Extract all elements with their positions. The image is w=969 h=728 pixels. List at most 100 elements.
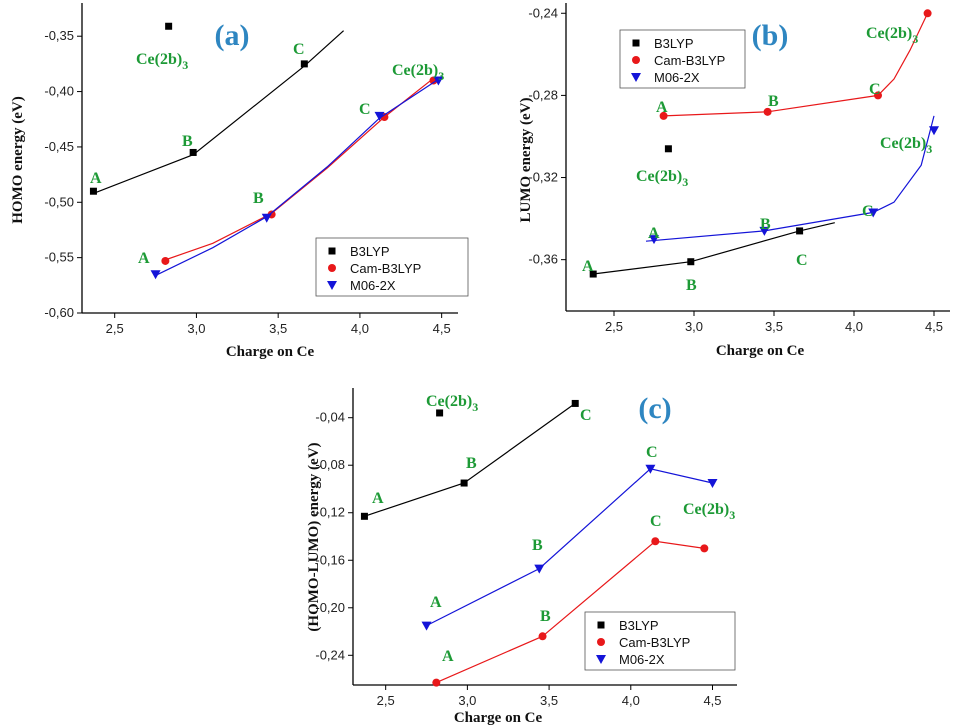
legend-entry: B3LYP bbox=[619, 618, 659, 633]
legend-square-marker bbox=[328, 247, 336, 255]
series-line-m06-2x bbox=[645, 115, 935, 242]
point-label: B bbox=[532, 537, 543, 554]
legend-square-marker bbox=[597, 621, 605, 629]
point-label: B bbox=[540, 608, 551, 625]
point-label: C bbox=[862, 203, 874, 220]
chart-panel-2: 2,5 3,0 3,5 4,0 4,5 -0,36 -0,32 -0,28 -0,24 Charg… bbox=[518, 3, 950, 359]
triangle-marker-m06-2x bbox=[261, 213, 272, 223]
x-tick-label: 4,5 bbox=[433, 321, 451, 336]
point-label: Ce(2b)3 bbox=[136, 51, 188, 72]
point-label: A bbox=[582, 258, 594, 275]
triangle-marker-m06-2x bbox=[150, 270, 161, 280]
legend-box bbox=[584, 611, 736, 671]
triangle-marker-m06-2x bbox=[433, 76, 444, 86]
x-tick-label: 4,0 bbox=[351, 321, 369, 336]
square-marker-b3lyp bbox=[189, 148, 197, 156]
y-tick-label: -0,35 bbox=[44, 28, 74, 43]
legend-entry: Cam-B3LYP bbox=[350, 261, 421, 276]
series-line-m06-2x bbox=[426, 468, 713, 627]
point-label: C bbox=[650, 513, 662, 530]
legend-square-marker bbox=[632, 39, 640, 47]
legend-entry: M06-2X bbox=[654, 70, 700, 85]
series-line-b3lyp bbox=[593, 222, 835, 275]
point-label: Ce(2b)3 bbox=[866, 25, 918, 46]
point-label: B bbox=[768, 93, 779, 110]
y-tick-label: -0,12 bbox=[315, 505, 345, 520]
series-line-cam-b3lyp bbox=[663, 13, 929, 117]
legend-triangle-marker bbox=[327, 281, 337, 290]
y-tick-label: -0,24 bbox=[528, 5, 558, 20]
y-tick-label: -0,40 bbox=[44, 84, 74, 99]
square-marker-b3lyp bbox=[571, 399, 579, 407]
point-label: B bbox=[253, 190, 264, 207]
square-marker-b3lyp bbox=[165, 22, 173, 30]
legend-triangle-marker bbox=[631, 73, 641, 82]
x-tick-label: 3,0 bbox=[187, 321, 205, 336]
triangle-marker-m06-2x bbox=[649, 235, 659, 245]
y-tick-label: -0,50 bbox=[44, 194, 74, 209]
circle-marker-cam-b3lyp bbox=[923, 9, 932, 18]
x-axis-title: Charge on Ce bbox=[454, 710, 543, 726]
point-label: Ce(2b)3 bbox=[880, 135, 932, 156]
legend-entry: B3LYP bbox=[654, 36, 694, 51]
point-label: A bbox=[372, 490, 384, 507]
y-tick-label: -0,28 bbox=[528, 87, 558, 102]
y-axis-title: LUMO energy (eV) bbox=[518, 98, 534, 223]
series-line-b3lyp bbox=[93, 30, 345, 194]
circle-marker-cam-b3lyp bbox=[538, 632, 547, 641]
legend: B3LYP Cam-B3LYP M06-2X bbox=[584, 611, 736, 671]
circle-marker-cam-b3lyp bbox=[651, 537, 660, 546]
x-tick-label: 3,5 bbox=[269, 321, 287, 336]
x-tick-label: 2,5 bbox=[377, 693, 395, 708]
point-label: Ce(2b)3 bbox=[426, 393, 478, 414]
x-tick-label: 3,0 bbox=[458, 693, 476, 708]
square-marker-b3lyp bbox=[460, 479, 468, 487]
triangle-marker-m06-2x bbox=[645, 464, 656, 474]
point-label: B bbox=[686, 277, 697, 294]
square-marker-b3lyp bbox=[687, 258, 695, 266]
square-marker-b3lyp bbox=[664, 145, 672, 153]
y-tick-label: -0,16 bbox=[315, 552, 345, 567]
x-axis-title: Charge on Ce bbox=[716, 343, 805, 359]
y-tick-label: -0,45 bbox=[44, 139, 74, 154]
point-label: C bbox=[869, 81, 881, 98]
legend-box bbox=[619, 29, 746, 89]
y-tick-label: -0,20 bbox=[315, 600, 345, 615]
point-label: C bbox=[646, 444, 658, 461]
point-label: Ce(2b)3 bbox=[636, 168, 688, 189]
x-tick-label: 2,5 bbox=[106, 321, 124, 336]
point-label: A bbox=[430, 594, 442, 611]
x-tick-label: 3,5 bbox=[765, 319, 783, 334]
circle-marker-cam-b3lyp bbox=[432, 678, 441, 687]
legend-entry: Cam-B3LYP bbox=[619, 635, 690, 650]
series-line-cam-b3lyp bbox=[161, 77, 434, 262]
y-tick-label: -0,32 bbox=[528, 170, 558, 185]
x-axis-title: Charge on Ce bbox=[226, 344, 315, 360]
point-label: Ce(2b)3 bbox=[683, 501, 735, 522]
square-marker-b3lyp bbox=[436, 409, 444, 417]
circle-marker-cam-b3lyp bbox=[763, 107, 772, 116]
y-tick-label: -0,24 bbox=[315, 647, 345, 662]
square-marker-b3lyp bbox=[796, 227, 804, 235]
y-tick-label: -0,36 bbox=[528, 252, 558, 267]
legend-entry: M06-2X bbox=[619, 652, 665, 667]
triangle-marker-m06-2x bbox=[868, 208, 879, 218]
series-line-m06-2x bbox=[155, 77, 441, 276]
circle-marker-cam-b3lyp bbox=[874, 91, 882, 100]
y-tick-label: -0,04 bbox=[315, 410, 345, 425]
point-label: A bbox=[90, 170, 102, 187]
circle-marker-cam-b3lyp bbox=[161, 256, 170, 265]
x-tick-label: 2,5 bbox=[605, 319, 623, 334]
legend-box bbox=[315, 237, 469, 297]
circle-marker-cam-b3lyp bbox=[659, 111, 668, 120]
point-label: A bbox=[442, 648, 454, 665]
point-label: A bbox=[138, 250, 150, 267]
point-label: A bbox=[656, 99, 668, 116]
legend-circle-marker bbox=[632, 56, 640, 64]
legend-circle-marker bbox=[597, 638, 605, 646]
x-tick-label: 4,5 bbox=[925, 319, 943, 334]
point-label: C bbox=[796, 252, 808, 269]
point-label: B bbox=[760, 216, 771, 233]
y-axis-title: HOMO energy (eV) bbox=[10, 96, 26, 223]
